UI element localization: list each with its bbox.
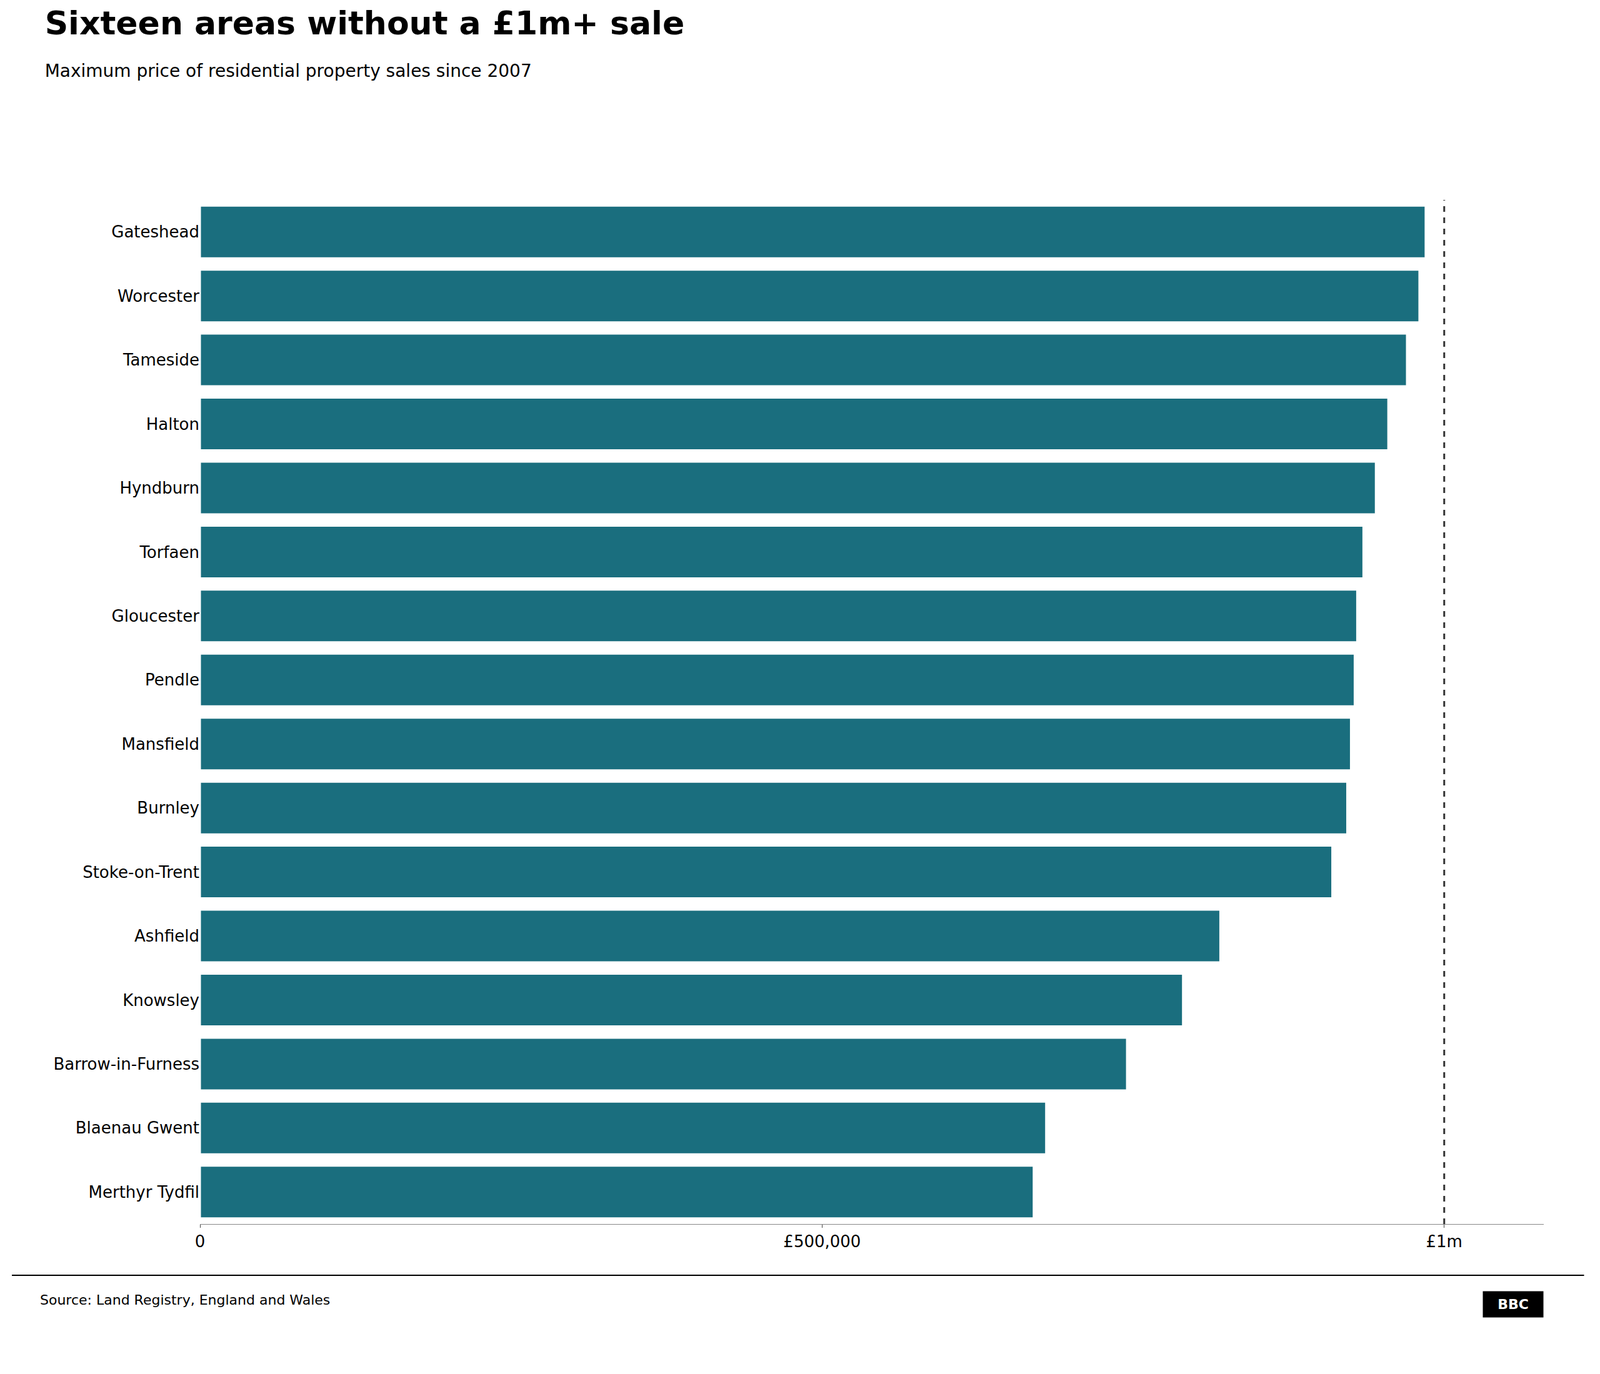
svg-text:£1m: £1m: [1426, 1232, 1463, 1252]
svg-text:Ashfield: Ashfield: [134, 926, 200, 946]
svg-text:Torfaen: Torfaen: [138, 543, 200, 562]
svg-text:Blaenau Gwent: Blaenau Gwent: [75, 1118, 200, 1138]
svg-text:BBC: BBC: [1488, 1296, 1539, 1313]
svg-text:Mansfield: Mansfield: [121, 735, 200, 754]
svg-text:Sixteen areas without a £1m+ s: Sixteen areas without a £1m+ saleMaximum…: [45, 4, 685, 82]
svg-text:Halton: Halton: [146, 415, 200, 434]
svg-text:Merthyr Tydfil: Merthyr Tydfil: [88, 1183, 200, 1202]
svg-text:Stoke-on-Trent: Stoke-on-Trent: [82, 863, 200, 882]
svg-text:£500,000: £500,000: [783, 1232, 861, 1252]
svg-text:Pendle: Pendle: [145, 670, 200, 690]
svg-text:Barrow-in-Furness: Barrow-in-Furness: [53, 1055, 200, 1074]
svg-text:0: 0: [195, 1232, 206, 1252]
svg-text:Burnley: Burnley: [136, 798, 200, 818]
svg-text:Tameside: Tameside: [122, 350, 200, 370]
svg-text:Hyndburn: Hyndburn: [119, 478, 200, 498]
svg-text:Gateshead: Gateshead: [111, 222, 200, 242]
svg-text:Gloucester: Gloucester: [111, 606, 200, 626]
svg-text:Knowsley: Knowsley: [122, 991, 200, 1010]
svg-text:Worcester: Worcester: [117, 286, 200, 306]
svg-text:Source: Land Registry, England: Source: Land Registry, England and Wales: [40, 1292, 330, 1309]
